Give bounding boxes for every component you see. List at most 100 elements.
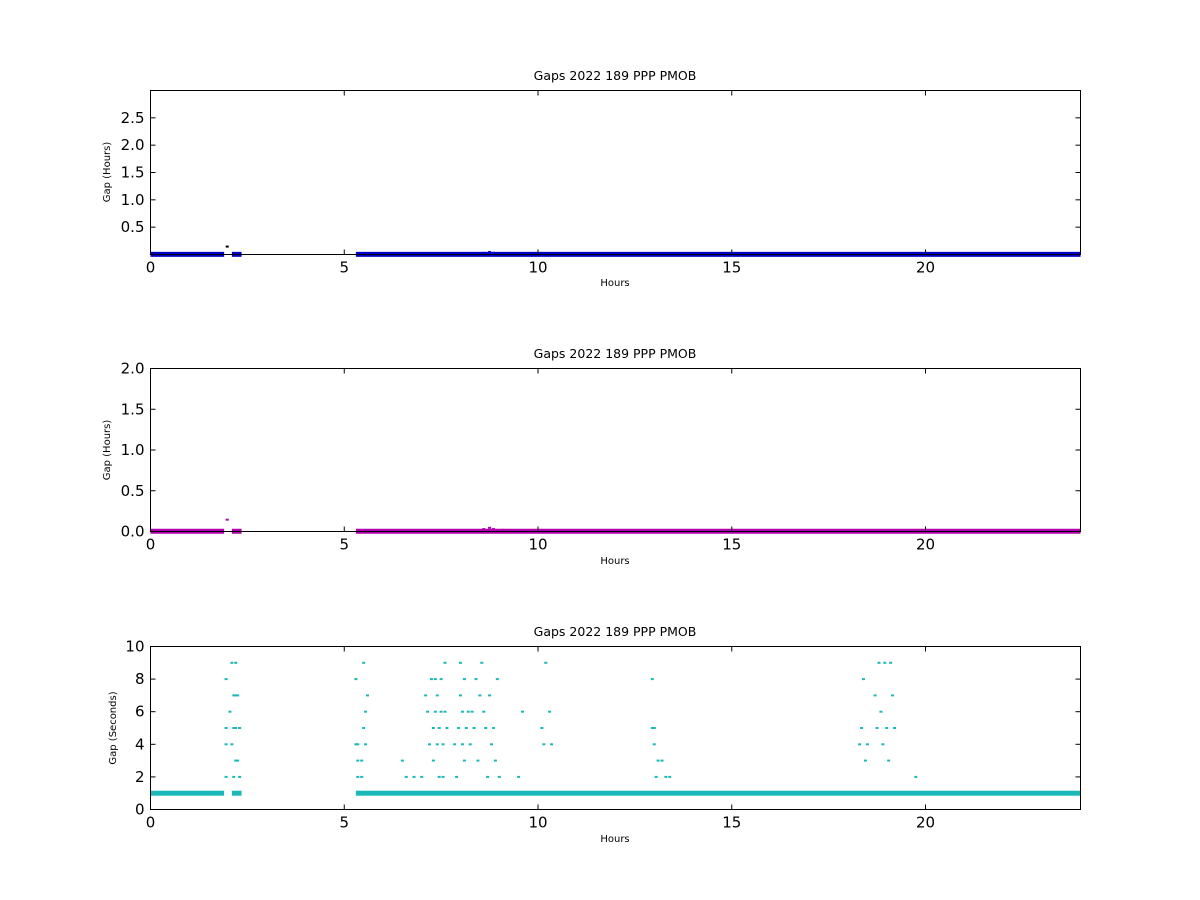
panel-3-point [354,743,358,746]
panel-3-point [462,678,466,681]
panel-3-point [439,678,443,681]
panel-3-point [885,727,889,729]
panel-3-point [478,694,482,697]
panel-2-xtick-label: 0 [146,536,156,554]
panel-2-point [488,526,492,529]
panel-1-ytick-label: 1.5 [121,164,145,182]
panel-3-point [234,694,238,697]
panel-2-axes: 0 5 10 15 20 0.0 0.5 1.0 1.5 2.0 [121,360,1081,554]
panel-3-point [238,727,242,729]
panel-3-point [443,710,447,713]
panel-2-xtick-label: 20 [916,536,935,554]
panel-3-ytick-label: 4 [135,735,145,753]
panel-3-point [443,661,447,664]
panel-3-point [862,678,865,681]
panel-3-point [459,661,462,664]
panel-3-point [234,661,238,664]
panel-2-xlabel: Hours [600,556,629,567]
panel-3-point [472,727,476,729]
panel-3-point [457,727,461,729]
panel-3-xtick-label: 15 [722,814,741,832]
panel-2-point [491,528,495,531]
panel-3-point [480,661,484,664]
panel-3-point [460,743,464,746]
panel-3-point [429,678,433,681]
panel-3-frame [150,646,1081,810]
panel-3-point [435,694,439,697]
panel-3-point [224,775,228,778]
panel-3-baseline-band [150,790,225,796]
panel-1-xlabel: Hours [600,278,629,289]
panel-2-point [482,528,486,531]
panel-3-point [431,759,435,762]
panel-2-xtick-label: 5 [339,536,349,554]
panel-3-point [887,759,891,762]
panel-3-point [497,775,501,778]
panel-3-point [486,775,490,778]
panel-3-ylabel: Gap (Seconds) [108,691,119,764]
panel-3-point [914,775,918,778]
panel-3-point [364,743,368,746]
panel-1-xtick-label: 0 [146,259,156,277]
panel-1-point [488,251,492,254]
panel-3-point [360,759,364,762]
panel-3-point [542,743,546,746]
panel-2-ytick-label: 0.5 [121,482,145,500]
panel-3-point [490,743,493,746]
panel-1-point [544,252,548,255]
panel-3-baseline-band [355,790,1081,796]
panel-3-xtick-label: 5 [339,814,349,832]
panel-3-point [540,727,544,729]
panel-3-point [441,775,445,778]
panel-3-point [236,694,240,697]
panel-1-ytick-label: 0.5 [121,218,145,236]
panel-3-point [474,678,478,681]
panel-3-point [464,727,468,729]
panel-3-point [668,775,672,778]
panel-3-point [875,727,879,729]
panel-3-point [366,694,369,697]
panel-3-point [412,775,416,778]
panel-3-xtick-label: 20 [916,814,935,832]
panel-1-xtick-label: 5 [339,259,349,277]
panel-2-ytick-label: 2.0 [121,360,145,378]
panel-3-point [877,661,881,664]
panel-1: Gaps 2022 189 PPP PMOB 0 5 10 15 20 0.5 1.0 1.5… [102,68,1081,289]
panel-3-point [491,727,495,729]
panel-1-frame [150,90,1081,255]
panel-3-point [865,743,869,746]
panel-3-point [230,661,234,664]
panel-3-point [521,710,524,713]
panel-1-point [491,251,495,254]
panel-3-point [652,743,656,746]
panel-1-xtick-label: 10 [528,259,547,277]
panel-3-point [238,775,242,778]
panel-3-xlabel: Hours [600,834,629,845]
panel-3-data [150,661,1081,796]
panel-3-point [664,775,668,778]
panel-2-frame [150,368,1081,532]
panel-3-point [891,694,895,697]
panel-3-point [883,661,887,664]
panel-3-point [484,727,488,729]
panel-2-xtick-label: 15 [722,536,741,554]
panel-1-ylabel: Gap (Hours) [102,142,113,203]
panel-3-point [433,710,437,713]
panel-3-point [234,759,238,762]
panel-3-point [437,775,441,778]
panel-1-point [225,245,229,248]
panel-3-point [548,710,552,713]
panel-3-point [445,727,449,729]
panel-1-ytick-label: 2.5 [121,109,145,127]
panel-3-point [462,759,466,762]
panel-3-title: Gaps 2022 189 PPP PMOB [534,624,697,639]
panel-2-point [225,518,229,521]
panel-3-xtick-label: 0 [146,814,156,832]
panel-2-point [501,528,505,531]
panel-3-point [224,743,228,746]
panel-3-point [468,743,472,746]
panel-3: Gaps 2022 189 PPP PMOB 0 5 10 15 20 0 2 4 6 8 10 H… [108,624,1081,845]
panel-3-point [230,743,234,746]
panel-3-point [470,710,474,713]
panel-2-ytick-label: 0.0 [121,523,145,541]
